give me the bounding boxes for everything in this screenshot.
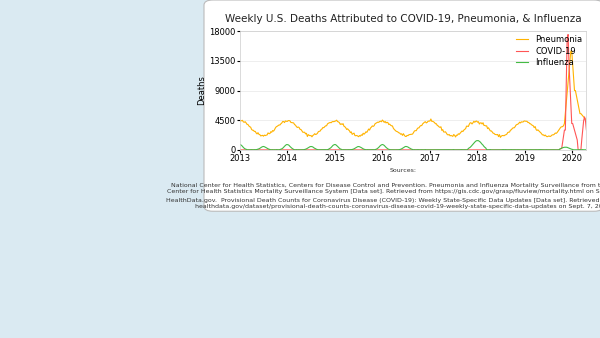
Y-axis label: Deaths: Deaths [197,76,206,105]
COVID-19 [391,148,398,152]
COVID-19 [583,128,590,132]
Influenza [503,148,511,152]
COVID-19 [442,148,449,152]
Influenza [495,148,502,152]
FancyBboxPatch shape [204,0,600,211]
Pneumonia [493,133,500,137]
Line: Pneumonia: Pneumonia [239,51,586,137]
Influenza [298,148,305,152]
Influenza [583,148,590,152]
Influenza [391,148,398,152]
Legend: Pneumonia, COVID-19, Influenza: Pneumonia, COVID-19, Influenza [516,35,582,67]
Pneumonia [497,135,504,139]
COVID-19 [493,148,500,152]
Influenza [236,143,243,147]
Pneumonia [502,133,509,137]
COVID-19 [502,148,509,152]
Text: HealthData.gov.  Provisional Death Counts for Coronavirus Disease (COVID-19): We: HealthData.gov. Provisional Death Counts… [166,198,600,209]
Pneumonia [236,119,243,123]
Text: National Center for Health Statistics, Centers for Disease Control and Preventio: National Center for Health Statistics, C… [167,183,600,194]
Text: Sources:: Sources: [390,168,417,173]
Influenza [488,148,496,152]
Pneumonia [391,127,398,131]
Pneumonia [567,49,574,53]
COVID-19 [236,148,243,152]
COVID-19 [298,148,305,152]
Influenza [427,148,434,152]
Pneumonia [442,130,449,134]
Text: Weekly U.S. Deaths Attributed to COVID-19, Pneumonia, & Influenza: Weekly U.S. Deaths Attributed to COVID-1… [225,14,582,24]
COVID-19 [427,148,434,152]
Influenza [474,139,481,143]
COVID-19 [565,32,572,37]
Pneumonia [583,118,590,122]
Line: COVID-19: COVID-19 [239,34,586,150]
Pneumonia [298,129,305,133]
Influenza [442,148,449,152]
Pneumonia [427,117,434,121]
Line: Influenza: Influenza [239,141,586,150]
